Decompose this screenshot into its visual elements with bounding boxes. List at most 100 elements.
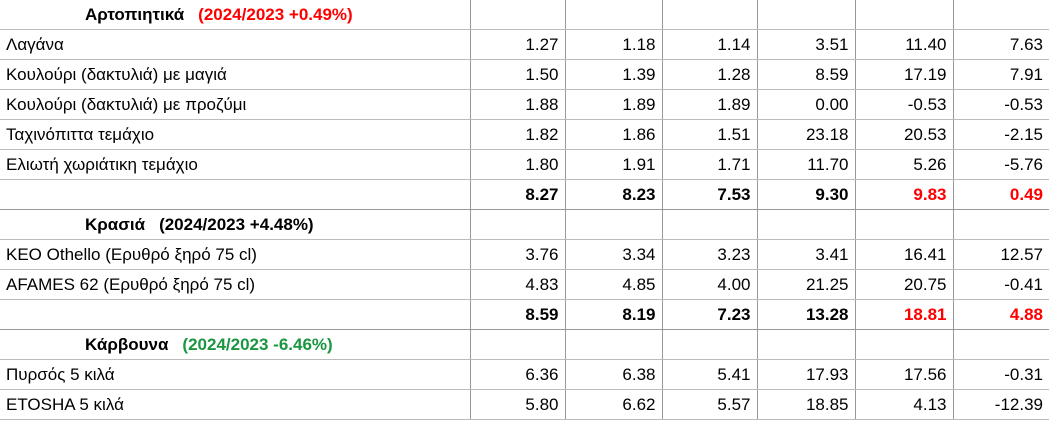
section-header-row: Κρασιά (2024/2023 +4.48%): [0, 209, 1049, 240]
total-value: 8.59: [469, 299, 565, 330]
section-header-row: Κάρβουνα (2024/2023 -6.46%): [0, 329, 1049, 360]
item-value: 1.27: [469, 29, 565, 60]
item-value: 1.91: [564, 149, 662, 180]
total-value: 0.49: [952, 179, 1049, 210]
item-value: 1.86: [564, 119, 662, 150]
empty-cell: [0, 299, 470, 330]
total-value: 8.27: [469, 179, 565, 210]
item-label: KEO Othello (Ερυθρό ξηρό 75 cl): [0, 239, 470, 270]
section-title: Κάρβουνα: [85, 334, 169, 354]
item-value: -0.41: [952, 269, 1049, 300]
item-label: AFAMES 62 (Ερυθρό ξηρό 75 cl): [0, 269, 470, 300]
item-value: -2.15: [952, 119, 1049, 150]
item-value: 4.83: [469, 269, 565, 300]
empty-cell: [661, 209, 757, 240]
item-row: AFAMES 62 (Ερυθρό ξηρό 75 cl) 4.83 4.85 4.0…: [0, 269, 1049, 300]
item-value: 3.34: [564, 239, 662, 270]
total-row: 8.59 8.19 7.23 13.28 18.81 4.88: [0, 299, 1049, 330]
item-value: 5.41: [661, 359, 757, 390]
section-note: (2024/2023 -6.46%): [182, 334, 333, 354]
item-value: 5.26: [854, 149, 953, 180]
item-value: 5.57: [661, 389, 757, 420]
empty-cell: [854, 329, 953, 360]
item-value: 21.25: [756, 269, 855, 300]
item-value: 3.23: [661, 239, 757, 270]
item-row: Κουλούρι (δακτυλιά) με προζύμι 1.88 1.89 1.…: [0, 89, 1049, 120]
item-value: 0.00: [756, 89, 855, 120]
item-row: Ταχινόπιττα τεμάχιο 1.82 1.86 1.51 23.18 20.5…: [0, 119, 1049, 150]
item-value: 23.18: [756, 119, 855, 150]
item-row: Ελιωτή χωριάτικη τεμάχιο 1.80 1.91 1.71 11.7…: [0, 149, 1049, 180]
item-label: Κουλούρι (δακτυλιά) με προζύμι: [0, 89, 470, 120]
section-header-cell: Κρασιά (2024/2023 +4.48%): [0, 209, 470, 240]
section-title: Αρτοπιητικά: [85, 4, 185, 24]
empty-cell: [952, 329, 1049, 360]
item-value: -0.53: [952, 89, 1049, 120]
item-row: Λαγάνα 1.27 1.18 1.14 3.51 11.40 7.63: [0, 29, 1049, 60]
item-label: ETOSHA 5 κιλά: [0, 389, 470, 420]
empty-cell: [469, 0, 565, 30]
empty-cell: [469, 209, 565, 240]
section-header-row: Αρτοπιητικά (2024/2023 +0.49%): [0, 0, 1049, 30]
item-value: 6.38: [564, 359, 662, 390]
empty-cell: [469, 329, 565, 360]
item-value: 1.88: [469, 89, 565, 120]
total-value: 13.28: [756, 299, 855, 330]
empty-cell: [661, 329, 757, 360]
item-value: 18.85: [756, 389, 855, 420]
total-value: 4.88: [952, 299, 1049, 330]
item-value: 11.70: [756, 149, 855, 180]
item-label: Πυρσός 5 κιλά: [0, 359, 470, 390]
section-note: (2024/2023 +4.48%): [159, 214, 314, 234]
item-value: -0.53: [854, 89, 953, 120]
item-value: 1.18: [564, 29, 662, 60]
empty-cell: [952, 0, 1049, 30]
item-value: 1.89: [564, 89, 662, 120]
total-value: 18.81: [854, 299, 953, 330]
total-value: 9.83: [854, 179, 953, 210]
item-value: 8.59: [756, 59, 855, 90]
section-header-cell: Κάρβουνα (2024/2023 -6.46%): [0, 329, 470, 360]
item-value: 4.13: [854, 389, 953, 420]
item-value: 1.51: [661, 119, 757, 150]
total-value: 7.53: [661, 179, 757, 210]
empty-cell: [661, 0, 757, 30]
item-value: 6.62: [564, 389, 662, 420]
empty-cell: [564, 329, 662, 360]
item-value: 17.56: [854, 359, 953, 390]
item-value: 3.41: [756, 239, 855, 270]
item-row: ETOSHA 5 κιλά 5.80 6.62 5.57 18.85 4.13 -12.39: [0, 389, 1049, 420]
empty-cell: [756, 329, 855, 360]
total-row: 8.27 8.23 7.53 9.30 9.83 0.49: [0, 179, 1049, 210]
empty-cell: [0, 179, 470, 210]
item-value: 11.40: [854, 29, 953, 60]
section-title: Κρασιά: [85, 214, 146, 234]
empty-cell: [756, 209, 855, 240]
item-value: 1.50: [469, 59, 565, 90]
section-header-cell: Αρτοπιητικά (2024/2023 +0.49%): [0, 0, 470, 30]
empty-cell: [854, 209, 953, 240]
item-row: Κουλούρι (δακτυλιά) με μαγιά 1.50 1.39 1.28…: [0, 59, 1049, 90]
item-label: Ταχινόπιττα τεμάχιο: [0, 119, 470, 150]
item-label: Ελιωτή χωριάτικη τεμάχιο: [0, 149, 470, 180]
item-value: 1.39: [564, 59, 662, 90]
item-row: Πυρσός 5 κιλά 6.36 6.38 5.41 17.93 17.56 -0.31: [0, 359, 1049, 390]
item-label: Λαγάνα: [0, 29, 470, 60]
total-value: 8.23: [564, 179, 662, 210]
empty-cell: [952, 209, 1049, 240]
item-value: 17.19: [854, 59, 953, 90]
item-value: 1.82: [469, 119, 565, 150]
item-value: 1.89: [661, 89, 757, 120]
item-value: 1.28: [661, 59, 757, 90]
item-value: 7.63: [952, 29, 1049, 60]
section-note: (2024/2023 +0.49%): [198, 4, 353, 24]
item-value: 7.91: [952, 59, 1049, 90]
item-value: 20.53: [854, 119, 953, 150]
item-value: 1.80: [469, 149, 565, 180]
item-value: 16.41: [854, 239, 953, 270]
item-value: 6.36: [469, 359, 565, 390]
item-value: 20.75: [854, 269, 953, 300]
item-value: 3.76: [469, 239, 565, 270]
